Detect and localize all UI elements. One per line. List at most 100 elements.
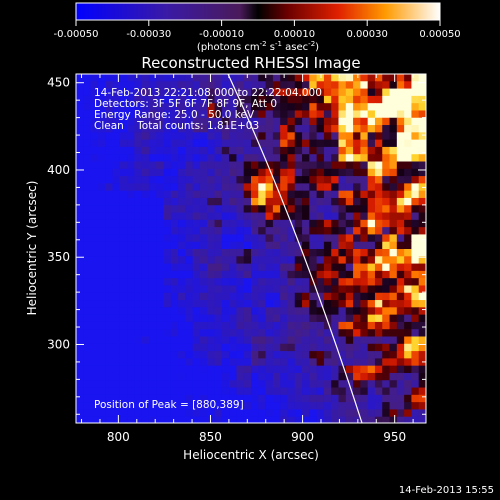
image-pixel xyxy=(309,307,318,316)
image-pixel xyxy=(199,125,208,133)
image-pixel xyxy=(97,95,106,104)
image-pixel xyxy=(331,372,339,381)
image-pixel xyxy=(374,402,383,410)
image-pixel xyxy=(178,263,186,272)
image-pixel xyxy=(294,358,303,367)
image-pixel xyxy=(236,117,245,126)
image-pixel xyxy=(148,256,157,265)
image-pixel xyxy=(338,351,347,359)
image-pixel xyxy=(323,88,332,97)
image-pixel xyxy=(382,74,391,82)
image-pixel xyxy=(287,168,296,177)
image-pixel xyxy=(360,176,369,184)
image-pixel xyxy=(345,365,354,374)
image-pixel xyxy=(119,292,128,301)
image-pixel xyxy=(418,168,426,177)
image-pixel xyxy=(119,394,128,403)
image-pixel xyxy=(251,190,259,199)
image-pixel xyxy=(163,402,172,410)
image-pixel xyxy=(389,81,398,90)
image-pixel xyxy=(185,249,194,257)
image-pixel xyxy=(258,278,267,286)
image-pixel xyxy=(323,270,332,279)
image-pixel xyxy=(418,285,426,294)
image-pixel xyxy=(265,343,274,352)
image-pixel xyxy=(265,234,274,243)
image-pixel xyxy=(258,380,267,389)
image-pixel xyxy=(141,321,150,330)
image-pixel xyxy=(353,132,361,141)
image-pixel xyxy=(90,300,99,308)
image-pixel xyxy=(199,234,208,243)
image-pixel xyxy=(316,88,325,97)
image-pixel xyxy=(105,394,113,403)
image-pixel xyxy=(331,219,339,228)
image-pixel xyxy=(170,205,179,214)
image-pixel xyxy=(382,234,391,243)
image-pixel xyxy=(134,336,143,345)
image-pixel xyxy=(148,74,157,82)
image-pixel xyxy=(338,168,347,177)
image-pixel xyxy=(338,74,347,82)
image-pixel xyxy=(280,409,288,418)
image-pixel xyxy=(360,110,369,119)
image-pixel xyxy=(404,154,412,162)
image-pixel xyxy=(404,351,412,359)
image-pixel xyxy=(141,256,150,265)
image-pixel xyxy=(353,263,361,272)
image-pixel xyxy=(199,117,208,126)
image-pixel xyxy=(331,139,339,148)
image-pixel xyxy=(221,197,230,206)
image-pixel xyxy=(163,351,172,359)
image-pixel xyxy=(338,278,347,286)
image-pixel xyxy=(170,139,179,148)
image-pixel xyxy=(192,103,201,111)
image-pixel xyxy=(280,329,288,337)
image-pixel xyxy=(243,161,252,170)
image-pixel xyxy=(141,197,150,206)
image-pixel xyxy=(338,343,347,352)
image-pixel xyxy=(331,205,339,214)
image-pixel xyxy=(374,416,383,423)
image-pixel xyxy=(374,161,383,170)
image-pixel xyxy=(418,387,426,396)
image-pixel xyxy=(374,212,383,221)
image-pixel xyxy=(178,402,186,410)
image-pixel xyxy=(127,219,135,228)
image-pixel xyxy=(148,278,157,286)
image-pixel xyxy=(178,219,186,228)
image-pixel xyxy=(207,270,216,279)
image-pixel xyxy=(97,409,106,418)
image-pixel xyxy=(221,256,230,265)
image-pixel xyxy=(105,351,113,359)
image-pixel xyxy=(411,387,420,396)
colorbar-tick-label: -0.00010 xyxy=(199,29,244,40)
image-pixel xyxy=(309,358,318,367)
image-pixel xyxy=(214,154,223,162)
image-pixel xyxy=(199,154,208,162)
image-pixel xyxy=(345,81,354,90)
image-pixel xyxy=(302,81,310,90)
image-pixel xyxy=(411,336,420,345)
image-pixel xyxy=(338,190,347,199)
image-pixel xyxy=(229,263,237,272)
image-pixel xyxy=(258,263,267,272)
image-pixel xyxy=(199,285,208,294)
image-pixel xyxy=(418,300,426,308)
image-pixel xyxy=(185,321,194,330)
image-pixel xyxy=(170,336,179,345)
image-pixel xyxy=(229,176,237,184)
image-pixel xyxy=(83,409,92,418)
image-pixel xyxy=(411,402,420,410)
image-pixel xyxy=(134,190,143,199)
image-pixel xyxy=(323,336,332,345)
image-pixel xyxy=(353,219,361,228)
image-pixel xyxy=(170,125,179,133)
image-pixel xyxy=(207,197,216,206)
image-pixel xyxy=(127,314,135,323)
image-pixel xyxy=(411,358,420,367)
image-pixel xyxy=(243,219,252,228)
image-pixel xyxy=(389,365,398,374)
image-pixel xyxy=(156,117,164,126)
image-pixel xyxy=(411,343,420,352)
